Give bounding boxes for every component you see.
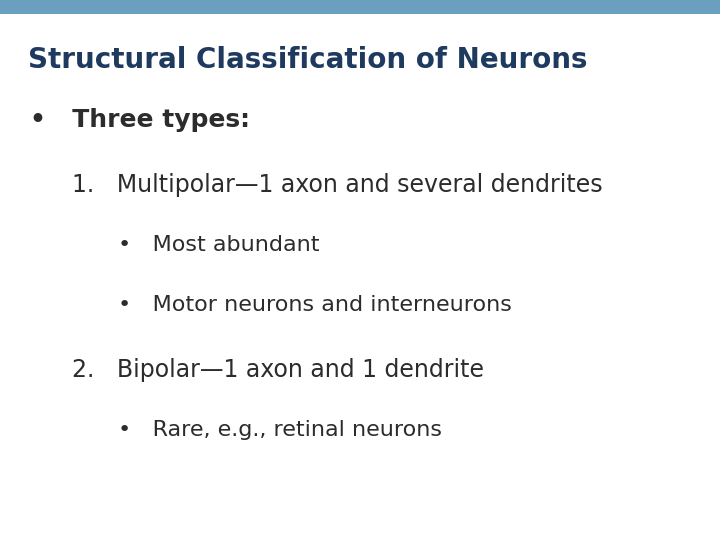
Text: •   Most abundant: • Most abundant [118,235,320,255]
Text: •   Motor neurons and interneurons: • Motor neurons and interneurons [118,295,512,315]
Bar [0,0,720,14]
Text: •   Three types:: • Three types: [30,108,250,132]
Text: Structural Classification of Neurons: Structural Classification of Neurons [28,46,588,74]
Text: 1.   Multipolar—1 axon and several dendrites: 1. Multipolar—1 axon and several dendrit… [72,173,603,197]
Text: •   Rare, e.g., retinal neurons: • Rare, e.g., retinal neurons [118,420,442,440]
Text: 2.   Bipolar—1 axon and 1 dendrite: 2. Bipolar—1 axon and 1 dendrite [72,358,484,382]
